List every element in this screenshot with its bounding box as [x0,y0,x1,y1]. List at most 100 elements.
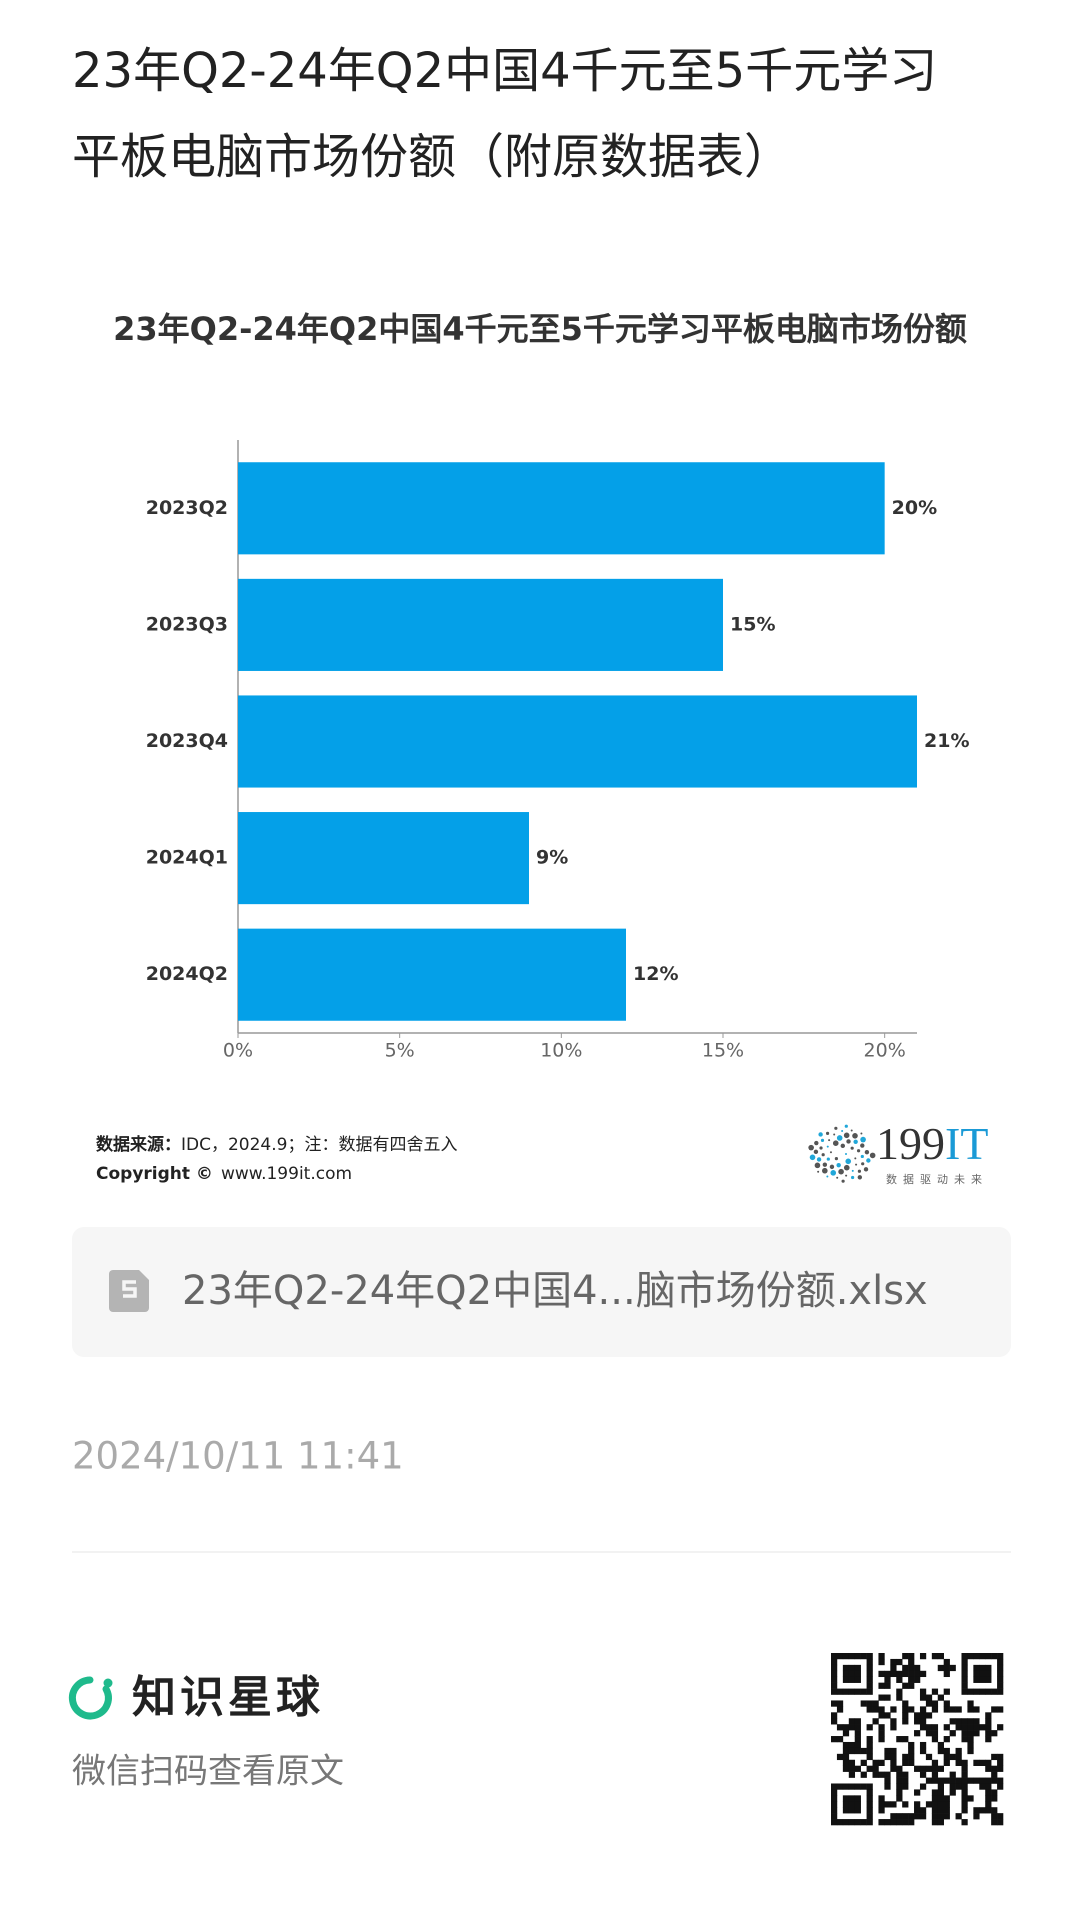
qr-module [842,1741,850,1749]
qr-module [991,1777,998,1784]
qr-module [854,1718,861,1725]
qr-module [866,1801,873,1808]
qr-module [908,1759,915,1766]
qr-module [991,1795,998,1802]
x-tick-label: 20% [864,1040,906,1062]
logo-dot [814,1140,819,1146]
bar [238,928,626,1021]
qr-module [836,1753,844,1761]
bar [238,462,885,555]
qr-module [931,1736,939,1743]
qr-module [842,1724,850,1731]
qr-module [860,1771,867,1778]
qr-module [949,1730,956,1737]
qr-module [854,1730,861,1737]
qr-module [896,1765,903,1772]
qr-module [991,1765,998,1772]
qr-module [979,1653,986,1660]
qr-module [961,1765,968,1772]
qr-module [931,1688,939,1695]
x-tick-label: 5% [385,1040,415,1062]
qr-module [902,1664,909,1672]
qr-module [985,1718,992,1725]
qr-module [914,1676,921,1683]
qr-module [831,1676,838,1683]
file-icon-glyph [122,1280,137,1298]
qr-module [985,1801,992,1808]
qr-module [925,1700,933,1707]
qr-module [955,1783,962,1790]
qr-module [985,1676,992,1683]
qr-module [890,1664,897,1672]
qr-module [866,1688,873,1695]
logo-dot [864,1149,870,1155]
qr-module [991,1819,998,1826]
qr-module [842,1653,850,1660]
qr-module [943,1795,950,1802]
qr-module [890,1724,897,1731]
qr-module [925,1777,933,1784]
qr-module [943,1670,950,1678]
qr-module [955,1759,962,1766]
qr-module [836,1819,844,1826]
logo-dot [826,1145,829,1148]
y-tick-label: 2024Q2 [146,963,228,985]
file-card[interactable] [72,1227,1011,1357]
qr-module [973,1706,980,1713]
qr-module [854,1653,861,1660]
qr-module [961,1724,968,1731]
qr-module [848,1747,856,1755]
qr-module [878,1724,885,1731]
qr-module [997,1688,1004,1695]
brand-name: 知识星球 [132,1672,324,1723]
qr-module [842,1747,850,1755]
qr-module [979,1807,986,1814]
qr-module [991,1753,998,1761]
qr-module [902,1801,909,1808]
qr-module [985,1789,992,1796]
qr-module [943,1813,950,1820]
logo-dot [838,1168,844,1175]
qr-module [908,1753,915,1761]
qr-code[interactable] [831,1653,1004,1826]
logo-text: 199IT [876,1118,988,1169]
x-tick-label: 15% [702,1040,744,1062]
y-tick-label: 2023Q3 [146,613,228,635]
qr-module [937,1765,944,1772]
qr-module [931,1730,939,1737]
qr-module [866,1724,873,1731]
value-label: 15% [730,613,775,635]
qr-module [878,1736,885,1743]
qr-module [979,1688,986,1695]
qr-module [967,1724,974,1731]
logo-dot [846,1139,851,1144]
qr-module [985,1795,992,1802]
logo-dot [860,1136,866,1143]
qr-module [931,1765,939,1772]
qr-module [878,1807,885,1814]
qr-module [997,1706,1004,1713]
qr-module [896,1783,903,1790]
qr-module [914,1664,921,1672]
logo-num: 199 [876,1118,945,1169]
logo-dot [854,1157,857,1160]
qr-module [949,1664,956,1672]
qr-module [884,1676,891,1683]
qr-module [884,1801,891,1808]
qr-module [943,1807,950,1814]
qr-module [985,1765,992,1772]
qr-module [961,1759,968,1766]
qr-module [943,1688,950,1695]
qr-module [908,1676,915,1683]
qr-module [842,1807,850,1814]
qr-module [943,1753,950,1761]
qr-module [961,1801,968,1808]
qr-module [878,1658,885,1666]
qr-module [997,1653,1004,1660]
value-label: 20% [892,497,937,519]
file-name[interactable]: 23年Q2-24年Q2中国4...脑市场份额.xlsx [182,1268,928,1314]
qr-module [896,1688,903,1695]
qr-module [854,1819,861,1826]
qr-module [854,1783,861,1790]
qr-module [937,1819,944,1826]
